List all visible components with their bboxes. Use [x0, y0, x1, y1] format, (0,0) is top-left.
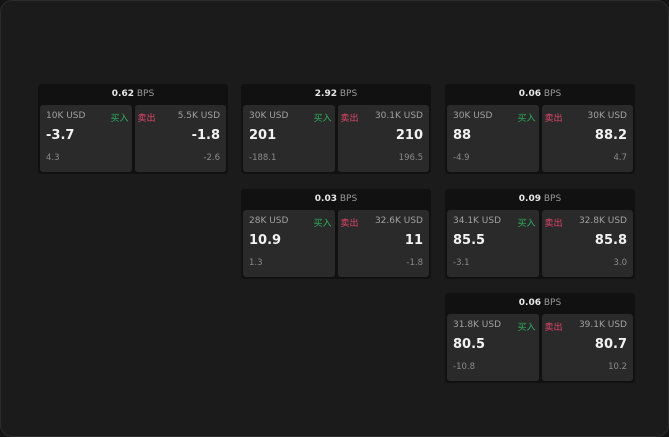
buy-button[interactable]: 28K USD 买入 10.9 1.3	[243, 210, 335, 277]
sell-label: 卖出	[137, 114, 156, 124]
buy-button[interactable]: 30K USD 买入 88 -4.9	[447, 105, 539, 172]
sell-button[interactable]: 卖出 39.1K USD 80.7 10.2	[541, 314, 633, 381]
buy-button[interactable]: 34.1K USD 买入 85.5 -3.1	[447, 210, 539, 277]
buy-amount: 10K USD	[46, 111, 86, 121]
buy-button[interactable]: 31.8K USD 买入 80.5 -10.8	[447, 314, 539, 381]
sell-change: 4.7	[613, 153, 627, 163]
quote-card: 0.09 BPS 34.1K USD 买入 85.5 -3.1 卖出 32.8K…	[445, 189, 635, 279]
buy-label: 买入	[313, 219, 332, 229]
sell-price: 210	[395, 128, 423, 143]
buy-change: -4.9	[453, 153, 470, 163]
buy-amount: 34.1K USD	[453, 216, 502, 226]
buy-change: -3.1	[453, 258, 470, 268]
quote-card: 0.06 BPS 31.8K USD 买入 80.5 -10.8 卖出 39.1…	[445, 293, 635, 383]
sell-price: 80.7	[594, 337, 627, 352]
spread-header: 0.06 BPS	[445, 293, 635, 314]
buy-label: 买入	[517, 219, 536, 229]
sell-amount: 5.5K USD	[177, 111, 220, 121]
buy-amount: 31.8K USD	[453, 320, 502, 330]
buy-price: 201	[249, 128, 277, 143]
sell-label: 卖出	[544, 219, 563, 229]
buy-label: 买入	[517, 114, 536, 124]
buy-amount: 30K USD	[249, 111, 289, 121]
sell-label: 卖出	[544, 323, 563, 333]
spread-value: 0.09	[518, 194, 541, 204]
spread-header: 2.92 BPS	[241, 84, 431, 105]
spread-value: 0.03	[314, 194, 337, 204]
sell-button[interactable]: 卖出 30K USD 88.2 4.7	[541, 105, 633, 172]
sell-amount: 32.8K USD	[578, 216, 627, 226]
sell-price: 11	[404, 233, 423, 248]
buy-change: 4.3	[46, 153, 60, 163]
sell-price: 85.8	[594, 233, 627, 248]
spread-header: 0.06 BPS	[445, 84, 635, 105]
sell-change: 10.2	[608, 362, 627, 372]
spread-unit: BPS	[339, 89, 358, 99]
buy-amount: 30K USD	[453, 111, 493, 121]
spread-unit: BPS	[543, 194, 562, 204]
spread-value: 2.92	[314, 89, 337, 99]
buy-change: 1.3	[249, 258, 263, 268]
spread-value: 0.62	[111, 89, 134, 99]
buy-label: 买入	[517, 323, 536, 333]
spread-unit: BPS	[339, 194, 358, 204]
spread-header: 0.62 BPS	[38, 84, 228, 105]
buy-price: -3.7	[46, 128, 75, 143]
buy-price: 88	[453, 128, 472, 143]
spread-header: 0.03 BPS	[241, 189, 431, 210]
buy-button[interactable]: 30K USD 买入 201 -188.1	[243, 105, 335, 172]
buy-price: 80.5	[453, 337, 486, 352]
quote-card: 0.06 BPS 30K USD 买入 88 -4.9 卖出 30K USD 8…	[445, 84, 635, 174]
sell-change: -2.6	[203, 153, 220, 163]
sell-button[interactable]: 卖出 32.8K USD 85.8 3.0	[541, 210, 633, 277]
spread-header: 0.09 BPS	[445, 189, 635, 210]
quote-card: 2.92 BPS 30K USD 买入 201 -188.1 卖出 30.1K …	[241, 84, 431, 174]
sell-price: -1.8	[191, 128, 220, 143]
sell-change: 3.0	[613, 258, 627, 268]
sell-amount: 30K USD	[587, 111, 627, 121]
sell-button[interactable]: 卖出 32.6K USD 11 -1.8	[337, 210, 429, 277]
buy-amount: 28K USD	[249, 216, 289, 226]
buy-button[interactable]: 10K USD 买入 -3.7 4.3	[40, 105, 132, 172]
quote-card: 0.03 BPS 28K USD 买入 10.9 1.3 卖出 32.6K US…	[241, 189, 431, 279]
sell-change: 196.5	[398, 153, 423, 163]
spread-value: 0.06	[518, 298, 541, 308]
buy-change: -188.1	[249, 153, 277, 163]
sell-change: -1.8	[406, 258, 423, 268]
sell-label: 卖出	[340, 219, 359, 229]
spread-value: 0.06	[518, 89, 541, 99]
spread-unit: BPS	[543, 298, 562, 308]
buy-price: 85.5	[453, 233, 486, 248]
sell-button[interactable]: 卖出 5.5K USD -1.8 -2.6	[134, 105, 226, 172]
sell-button[interactable]: 卖出 30.1K USD 210 196.5	[337, 105, 429, 172]
buy-price: 10.9	[249, 233, 282, 248]
buy-label: 买入	[313, 114, 332, 124]
quote-card: 0.62 BPS 10K USD 买入 -3.7 4.3 卖出 5.5K USD…	[38, 84, 228, 174]
spread-unit: BPS	[136, 89, 155, 99]
sell-amount: 39.1K USD	[578, 320, 627, 330]
sell-amount: 32.6K USD	[374, 216, 423, 226]
spread-unit: BPS	[543, 89, 562, 99]
buy-change: -10.8	[453, 362, 475, 372]
sell-amount: 30.1K USD	[374, 111, 423, 121]
sell-label: 卖出	[340, 114, 359, 124]
buy-label: 买入	[110, 114, 129, 124]
sell-label: 卖出	[544, 114, 563, 124]
sell-price: 88.2	[594, 128, 627, 143]
